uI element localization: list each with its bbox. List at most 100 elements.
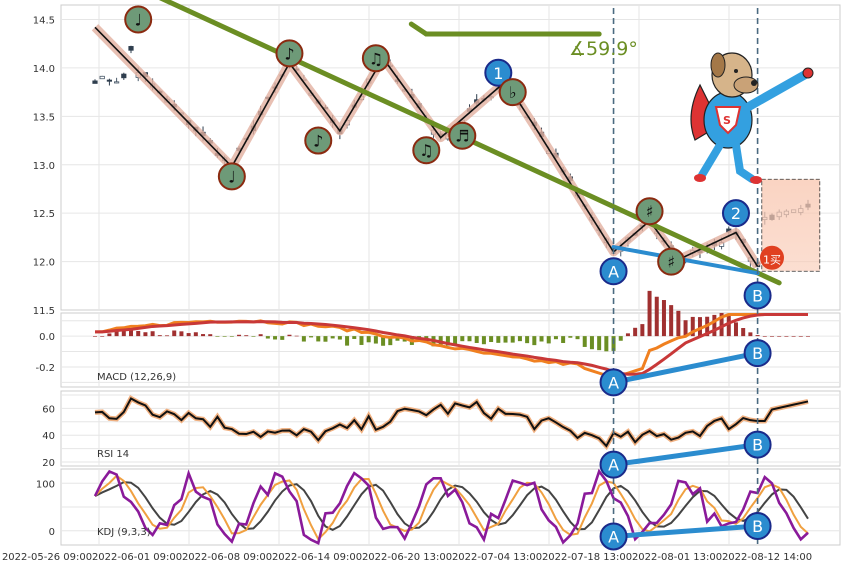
marker-symbol: ♪: [313, 132, 323, 151]
marker-symbol: ♯: [667, 253, 675, 272]
macd-histogram-bar: [532, 336, 537, 346]
y-tick-label-kdj: 0: [49, 527, 55, 538]
y-tick-label-macd: -0.2: [35, 363, 55, 374]
x-tick-label: 2022-06-01 09:00: [92, 552, 182, 563]
marker-symbol: A: [608, 527, 619, 546]
candle-body: [114, 81, 120, 84]
x-tick-label: 2022-06-08 09:00: [182, 552, 272, 563]
macd-histogram-bar: [741, 328, 746, 337]
angle-bar-arm: [408, 21, 429, 37]
macd-histogram-bar: [114, 330, 119, 337]
macd-histogram-bar: [193, 332, 198, 337]
marker-symbol: ♭: [509, 83, 517, 102]
svg-text:S: S: [723, 114, 731, 127]
macd-histogram-bar: [582, 336, 587, 347]
macd-histogram-bar: [244, 335, 249, 337]
macd-histogram-bar: [280, 336, 285, 340]
macd-histogram-bar: [510, 336, 515, 343]
marker-symbol: 1: [493, 64, 503, 83]
macd-histogram-bar: [301, 336, 306, 342]
marker-circle: [304, 126, 333, 155]
macd-histogram-bar: [676, 310, 681, 337]
marker-circle: [599, 368, 628, 397]
marker-symbol: B: [752, 286, 763, 305]
macd-histogram-bar: [157, 335, 162, 337]
marker-circle: [743, 339, 772, 368]
macd-histogram-bar: [589, 336, 594, 350]
macd-histogram-bar: [136, 330, 141, 337]
macd-histogram-bar: [777, 336, 782, 337]
divergence-line-macd: [611, 350, 761, 385]
y-tick-label-rsi: 20: [42, 458, 55, 469]
superhero-dog-mascot: S: [690, 52, 814, 184]
divergence-line-kdj: [611, 523, 761, 539]
macd-histogram-bar: [791, 336, 796, 337]
macd-histogram-bar: [625, 333, 630, 337]
macd-histogram-bar: [525, 336, 530, 344]
candle-body: [92, 80, 98, 84]
x-tick-label: 2022-05-26 09:00: [2, 552, 92, 563]
macd-histogram-bar: [769, 336, 774, 337]
candle-body: [128, 46, 134, 51]
macd-histogram-bar: [251, 336, 256, 337]
macd-histogram-bar: [647, 290, 652, 337]
macd-histogram-bar: [481, 336, 486, 345]
macd-histogram-bar: [748, 332, 753, 337]
marker-circle: [448, 121, 477, 150]
macd-histogram-bar: [755, 335, 760, 337]
x-tick-label: 2022-07-18 13:00: [542, 552, 632, 563]
marker-symbol: 2: [731, 204, 741, 223]
macd-histogram-bar: [553, 336, 558, 340]
macd-histogram-bar: [669, 305, 674, 337]
macd-histogram-bar: [121, 330, 126, 337]
y-tick-label-macd: 0.0: [39, 332, 55, 343]
macd-histogram-bar: [265, 336, 270, 339]
marker-circle: [484, 58, 513, 87]
macd-histogram-bar: [712, 314, 717, 337]
macd-histogram-bar: [388, 336, 393, 346]
marker-circle: [361, 44, 390, 73]
macd-histogram-bar: [294, 335, 299, 337]
macd-histogram-bar: [726, 315, 731, 337]
x-tick-label: 2022-07-04 13:00: [452, 552, 542, 563]
x-tick-label: 2022-08-01 13:00: [632, 552, 722, 563]
macd-histogram-bar: [208, 334, 213, 337]
marker-circle: [635, 197, 664, 226]
candle-body: [106, 79, 113, 82]
rsi-line: [94, 397, 809, 448]
macd-histogram-bar: [345, 336, 350, 346]
macd-histogram-bar: [762, 336, 767, 337]
macd-histogram-bar: [129, 328, 134, 337]
macd-histogram-bar: [337, 336, 342, 340]
marker-symbol: ♬: [455, 127, 469, 146]
macd-histogram-bar: [806, 336, 810, 337]
macd-histogram-bar: [733, 322, 738, 337]
marker-symbol: B: [752, 436, 763, 455]
rsi-label: RSI 14: [97, 449, 129, 460]
macd-histogram-bar: [179, 331, 184, 337]
y-tick-label-price: 12.0: [33, 258, 55, 269]
divergence-line-rsi: [611, 442, 761, 468]
marker-circle: [657, 247, 686, 276]
panel-frame-price: [60, 4, 841, 311]
macd-histogram-bar: [561, 336, 566, 343]
macd-histogram-bar: [654, 296, 659, 337]
x-tick-label: 2022-06-14 09:00: [272, 552, 362, 563]
macd-histogram-bar: [719, 312, 724, 337]
y-tick-label-price: 13.0: [33, 161, 55, 172]
kdj-label: KDJ (9,3,3): [97, 527, 151, 538]
macd-histogram-bar: [503, 336, 508, 343]
marker-circle: [599, 257, 628, 286]
marker-circle: [599, 522, 628, 551]
macd-histogram-bar: [539, 336, 544, 342]
macd-histogram-bar: [352, 336, 357, 339]
marker-symbol: A: [608, 373, 619, 392]
macd-histogram-bar: [460, 336, 465, 342]
panel-frame-rsi: [60, 390, 841, 467]
macd-histogram-bar: [359, 336, 364, 345]
marker-circle: [743, 430, 772, 459]
macd-label: MACD (12,26,9): [97, 372, 176, 383]
macd-histogram-bar: [165, 335, 170, 337]
marker-circle: [743, 281, 772, 310]
